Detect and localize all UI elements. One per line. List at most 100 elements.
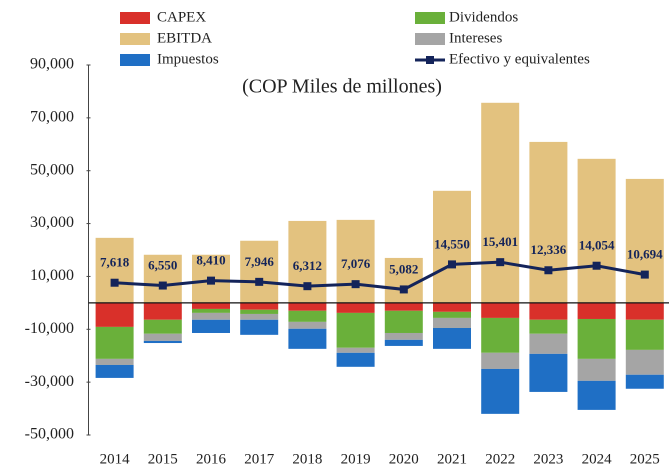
bar-segment [384,332,423,340]
bar-segment [481,317,520,353]
data-label: 6,550 [148,258,177,273]
bar-segment [433,327,471,349]
x-tick-label: 2025 [630,451,660,467]
bar-segment [95,237,134,303]
bar-segment [240,319,279,335]
bar-segment [143,333,182,341]
bar-segment [433,317,471,328]
bar-segment [336,347,375,353]
bar-segment [625,374,664,389]
bar-segment [288,310,327,322]
bar-segment [336,219,375,303]
line-marker [544,266,553,275]
line-marker [496,258,505,267]
bar-segment [143,254,182,303]
chart-subtitle: (COP Miles de millones) [242,76,442,98]
line-marker [592,261,601,270]
legend-swatch [415,12,445,24]
line-marker [351,280,360,289]
bar-segment [625,319,664,350]
x-tick-label: 2023 [533,451,563,467]
data-label: 7,618 [100,255,130,270]
bar-segment [192,319,230,333]
bar-segment [95,326,134,359]
line-marker [158,281,167,290]
bar-segment [240,309,279,314]
legend-label: Intereses [449,30,502,46]
data-label: 14,550 [434,236,470,251]
data-label: 15,401 [482,234,518,249]
bar-segment [240,240,279,303]
bar-segment [143,340,182,344]
x-tick-label: 2019 [341,451,371,467]
line-marker [448,260,456,269]
data-label: 12,336 [531,242,567,257]
bar-segment [240,302,279,310]
bar-segment [625,349,664,375]
bar-segment [384,257,423,303]
data-label: 10,694 [627,247,663,262]
bar-segment [336,352,375,367]
y-tick-label: -50,000 [25,426,74,443]
legend-swatch [120,54,150,66]
bar-segment [95,302,134,327]
bar-segment [192,312,230,320]
y-tick-label: 30,000 [30,214,74,231]
x-tick-label: 2022 [485,451,515,467]
x-tick-label: 2017 [244,451,275,467]
bar-segment [95,358,134,365]
bar-segment [288,328,327,349]
data-label: 6,312 [293,258,322,273]
line-marker [640,270,649,279]
x-tick-label: 2020 [389,451,419,467]
y-tick-label: 70,000 [30,109,74,126]
bar-segment [529,333,568,354]
y-tick-label: 50,000 [30,161,74,178]
data-label: 14,054 [579,238,615,253]
line-marker [207,276,215,285]
bar-segment [577,158,616,303]
bar-segment [529,302,568,320]
bar-segment [577,358,616,381]
y-tick-label: -10,000 [25,320,74,337]
legend-swatch [120,33,150,45]
x-tick-label: 2014 [100,451,131,467]
bar-segment [481,102,520,303]
x-tick-label: 2015 [148,451,178,467]
bar-segment [143,302,182,320]
x-tick-label: 2021 [437,451,467,467]
bar-segment [433,302,471,312]
x-tick-label: 2016 [196,451,227,467]
data-label: 5,082 [389,261,418,276]
bar-segment [481,368,520,414]
bar-segment [481,352,520,369]
bar-segment [625,302,664,320]
y-tick-label: -30,000 [25,373,74,390]
bar-segment [192,308,230,313]
legend-label: EBITDA [157,30,212,46]
line-marker [303,282,312,291]
bar-segment [529,319,568,334]
legend-label: Dividendos [449,9,518,25]
data-label: 7,076 [341,256,371,271]
data-label: 7,946 [245,254,275,269]
bar-segment [433,190,471,303]
bar-segment [577,380,616,410]
legend-swatch [415,33,445,45]
bar-segment [288,321,327,329]
line-marker [255,277,264,286]
bar-segment [240,313,279,320]
bar-segment [625,178,664,303]
bar-segment [143,319,182,334]
x-tick-label: 2024 [582,451,613,467]
bar-segment [384,339,423,346]
y-tick-label: 90,000 [30,56,74,73]
bar-segment [336,312,375,348]
bar-segment [577,318,616,359]
bar-segment [384,310,423,333]
legend-label: CAPEX [157,9,206,25]
bar-segment [288,302,327,311]
y-tick-label: 10,000 [30,267,74,284]
x-tick-label: 2018 [292,451,322,467]
